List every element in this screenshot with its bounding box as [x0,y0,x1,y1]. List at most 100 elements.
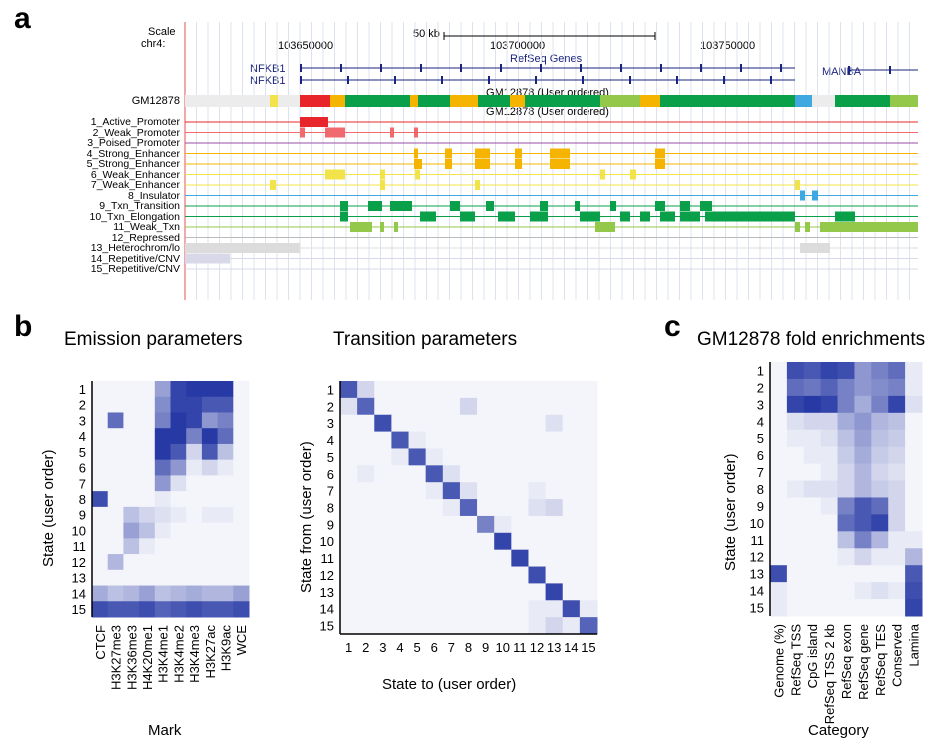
heatmap-cell [494,583,512,601]
heatmap-cell [92,538,109,555]
heatmap-cell [528,482,547,500]
y-tick-label: 2 [79,398,86,413]
heatmap-cell [820,429,839,448]
state-block [270,180,276,190]
heatmap-cell [391,448,410,466]
heatmap-cell [186,554,203,571]
heatmap-cell [511,566,529,584]
heatmap-cell [186,522,203,539]
exon [848,66,850,74]
segment-block [270,95,278,107]
heatmap-cell [459,448,478,466]
heatmap-cell [233,585,250,602]
heatmap-cell [871,531,889,549]
enrichment-xlabel: Category [808,722,869,739]
heatmap-cell [562,482,581,500]
heatmap-cell [233,538,250,555]
heatmap-cell [528,600,547,618]
heatmap-cell [770,548,788,566]
heatmap-cell [154,585,171,602]
state-block [595,222,615,232]
heatmap-cell [545,397,564,416]
heatmap-cell [786,463,805,482]
heatmap-cell [820,412,839,431]
exon [580,64,582,72]
x-tick-label: H3K9ac [218,625,233,672]
heatmap-cell [511,600,529,618]
heatmap-cell [186,428,203,445]
heatmap-cell [107,554,124,571]
heatmap-cell [905,599,923,617]
heatmap-cell [408,414,427,433]
heatmap-cell [459,532,478,551]
segment-block [478,95,510,107]
state-block [655,201,665,211]
heatmap-cell [511,482,529,500]
heatmap-cell [186,569,203,587]
heatmap-cell [391,397,410,416]
heatmap-cell [562,532,581,551]
heatmap-cell [545,617,564,635]
y-tick-label: 7 [79,476,86,491]
heatmap-cell [186,538,203,555]
heatmap-cell [871,480,889,498]
heatmap-cell [871,497,889,515]
heatmap-cell [391,549,410,568]
heatmap-cell [579,549,598,568]
y-tick-label: 2 [327,399,334,414]
heatmap-cell [803,514,822,532]
state-label: 3_Poised_Promoter [87,137,180,149]
y-tick-label: 5 [79,445,86,460]
heatmap-cell [170,554,187,571]
heatmap-cell [233,601,250,618]
heatmap-cell [770,395,788,414]
state-block [835,211,855,222]
heatmap-cell [786,395,805,414]
heatmap-cell [803,480,822,498]
state-block [610,201,616,211]
heatmap-cell [545,600,564,618]
heatmap-cell [528,499,547,517]
heatmap-cell [123,475,140,492]
heatmap-cell [123,443,140,461]
heatmap-cell [579,397,598,416]
heatmap-cell [340,566,358,584]
x-tick-label: H3K27ac [203,625,218,679]
state-block [460,211,475,222]
heatmap-cell [391,532,410,551]
exon [770,76,772,84]
heatmap-cell [408,600,427,618]
heatmap-cell [233,506,250,524]
x-tick-label: 3 [379,640,386,655]
state-block [655,148,665,159]
heatmap-cell [186,459,203,476]
heatmap-cell [154,381,171,398]
state-block [655,159,665,169]
heatmap-cell [477,465,495,483]
heatmap-cell [459,549,478,568]
heatmap-cell [340,600,358,618]
heatmap-cell [494,499,512,517]
heatmap-cell [820,378,839,397]
heatmap-cell [854,429,872,448]
heatmap-cell [477,532,495,551]
state-block [705,211,720,222]
heatmap-cell [374,482,392,500]
heatmap-cell [820,446,839,465]
heatmap-cell [374,431,392,449]
state-block [380,180,385,190]
heatmap-cell [854,446,872,465]
heatmap-cell [871,429,889,448]
state-block [515,159,522,169]
heatmap-cell [357,431,375,449]
x-tick-label: H3K27me3 [109,625,124,690]
heatmap-cell [217,585,234,602]
heatmap-cell [186,443,203,461]
heatmap-cell [579,381,598,399]
heatmap-cell [170,459,187,476]
heatmap-cell [233,459,250,476]
segment-block [510,95,525,107]
heatmap-cell [170,585,187,602]
heatmap-cell [408,431,427,449]
heatmap-cell [528,414,547,433]
